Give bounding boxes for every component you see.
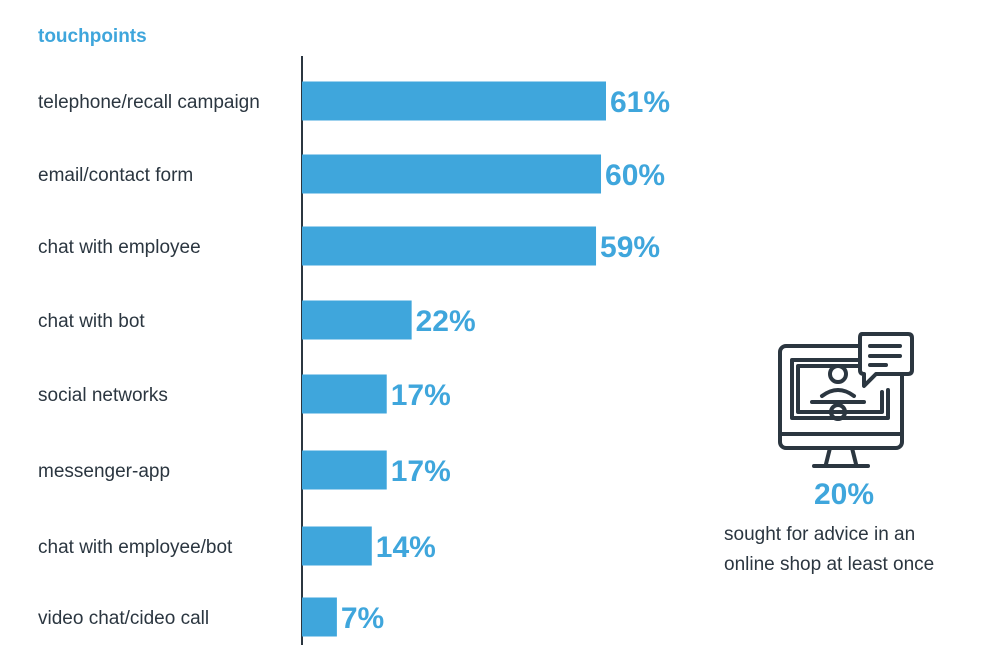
value-label: 17% [391, 379, 451, 412]
value-label: 59% [600, 231, 660, 264]
stat-caption: sought for advice in an online shop at l… [724, 520, 984, 580]
axis-title: touchpoints [38, 26, 147, 47]
bar [302, 450, 387, 490]
category-label: email/contact form [38, 165, 193, 186]
stat-caption-line-2: online shop at least once [724, 554, 935, 575]
stat-value: 20% [813, 478, 875, 511]
category-label: chat with employee/bot [38, 537, 233, 558]
category-label: video chat/cideo call [38, 608, 209, 629]
value-label: 14% [376, 531, 436, 564]
value-label: 61% [610, 86, 670, 119]
value-label: 7% [341, 602, 384, 635]
category-label: messenger-app [38, 461, 170, 482]
category-label: chat with employee [38, 237, 201, 258]
value-label: 17% [391, 455, 451, 488]
bar [302, 374, 387, 414]
value-label: 60% [605, 159, 665, 192]
category-label: social networks [38, 385, 168, 406]
bar [302, 526, 372, 566]
stat-caption-line-1: sought for advice in an [724, 524, 916, 545]
bar [302, 597, 337, 637]
value-label: 22% [416, 305, 476, 338]
category-label: chat with bot [38, 311, 145, 332]
bars-group: telephone/recall campaign 61% email/contac… [38, 81, 670, 637]
monitor-certificate-chat-icon [778, 332, 914, 468]
category-label: telephone/recall campaign [38, 92, 260, 113]
bar [302, 226, 597, 266]
bar [302, 154, 602, 194]
bar [302, 81, 606, 121]
bar [302, 300, 412, 340]
